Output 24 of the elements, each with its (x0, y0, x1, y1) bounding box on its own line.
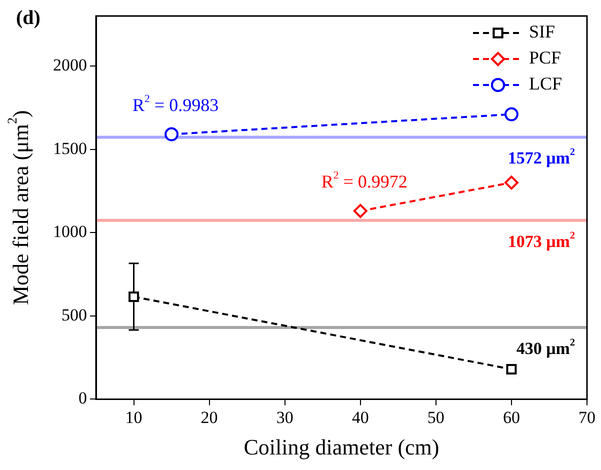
x-tick-label: 70 (578, 408, 596, 427)
point (504, 176, 518, 190)
y-tick-label: 500 (62, 305, 87, 324)
y-axis-title: Mode field area (μm2) (4, 110, 33, 306)
point (164, 127, 179, 142)
y-tick-label: 2000 (53, 55, 87, 74)
x-tick-label: 10 (125, 408, 142, 427)
x-tick-label: 50 (427, 408, 444, 427)
point (504, 107, 518, 122)
x-axis-title: Coiling diameter (cm) (244, 434, 440, 460)
x-tick-label: 40 (352, 408, 369, 427)
legend-label: SIF (529, 22, 556, 42)
y-tick-label: 1000 (53, 222, 87, 242)
y-tick-label: 1500 (53, 138, 87, 158)
x-tick-label: 60 (502, 408, 520, 427)
x-tick-label: 30 (276, 408, 294, 427)
point (353, 204, 368, 218)
legend-label: PCF (529, 48, 562, 68)
point (128, 291, 140, 302)
x-tick-label: 20 (200, 408, 218, 427)
legend-label: LCF (529, 74, 562, 94)
point (506, 364, 517, 374)
chart-title: (d) (16, 7, 40, 29)
y-tick-label: 0 (78, 388, 87, 408)
